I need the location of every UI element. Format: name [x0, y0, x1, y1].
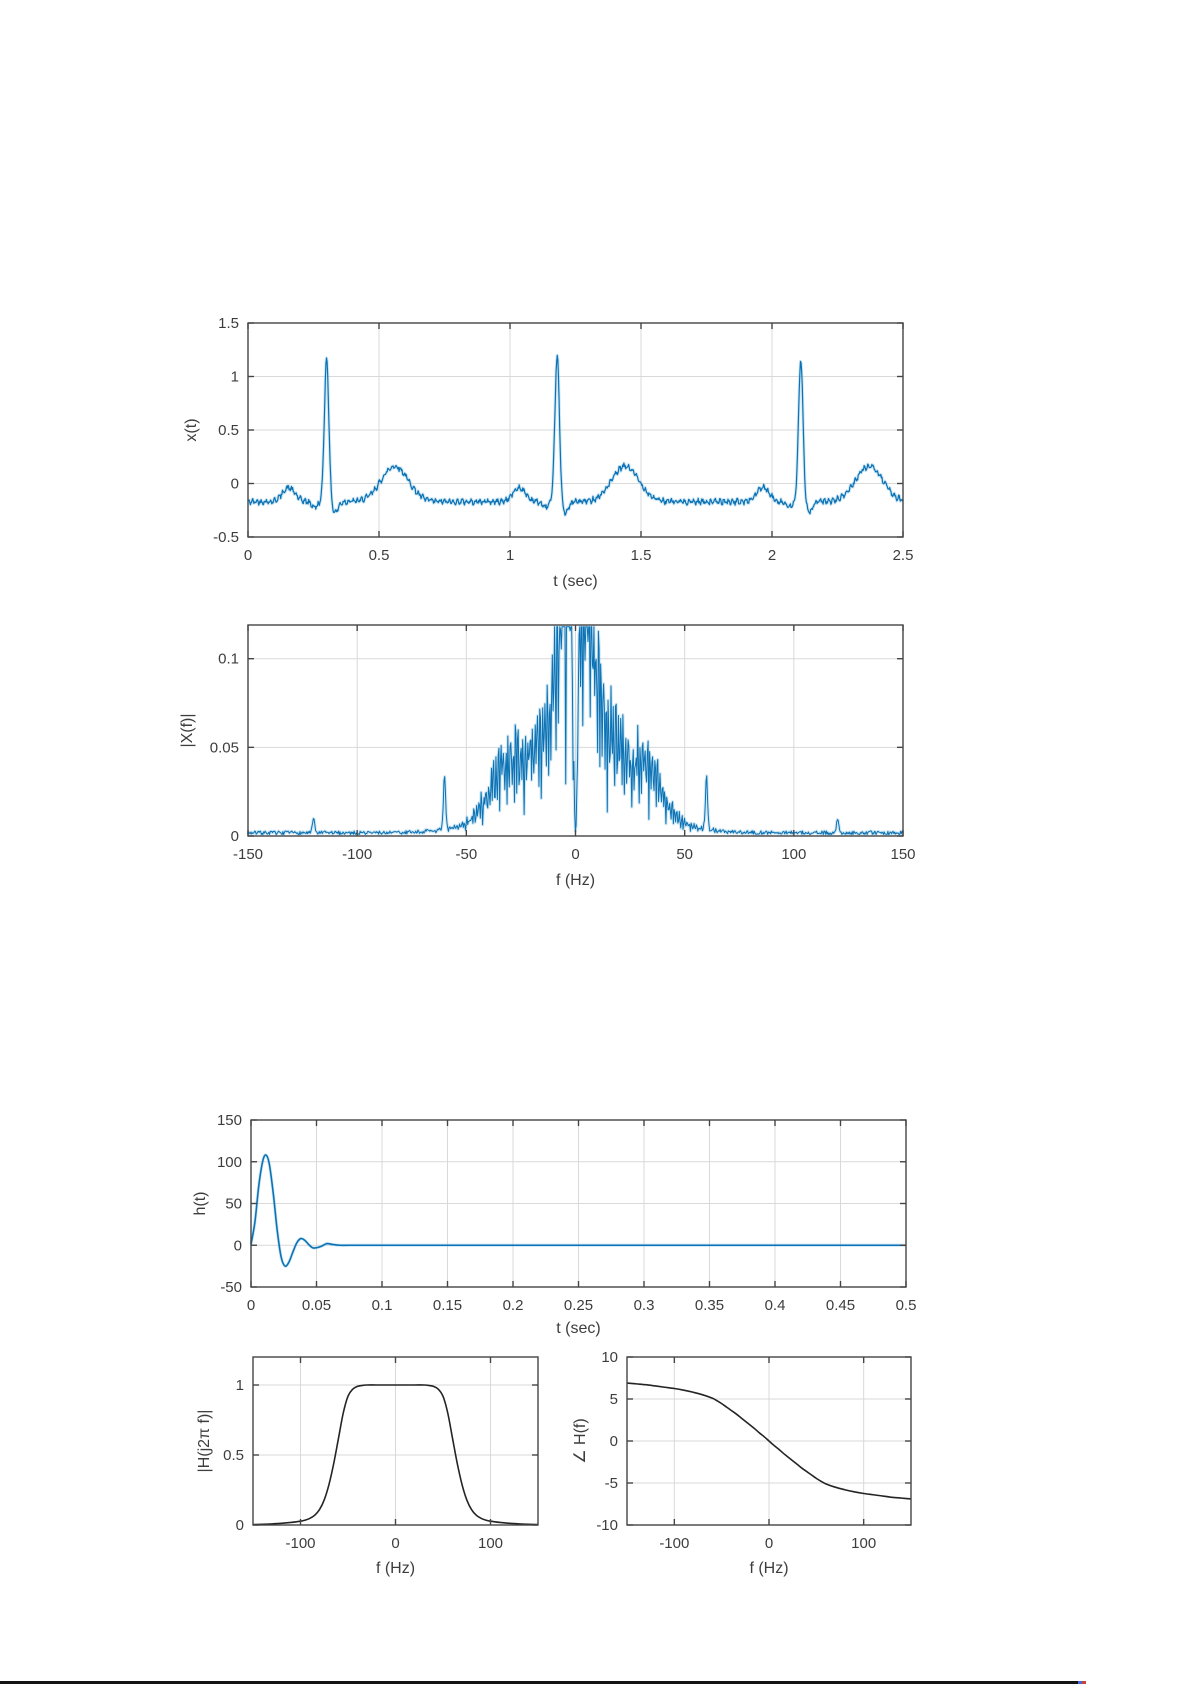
svg-text:0.1: 0.1: [372, 1297, 393, 1314]
h-impulse-xlabel: t (sec): [556, 1320, 600, 1337]
svg-text:0.15: 0.15: [433, 1297, 462, 1314]
x-spectrum-xlabel: f (Hz): [556, 872, 595, 889]
h-impulse-curve: [250, 1154, 906, 1268]
plot-h-phase: -100 0 100 -10 -5 0 5 10 f (Hz) ∠ H(f): [572, 1349, 912, 1577]
svg-text:-10: -10: [596, 1517, 618, 1534]
svg-text:2: 2: [768, 547, 776, 564]
svg-text:-100: -100: [659, 1535, 689, 1552]
svg-text:0.5: 0.5: [369, 547, 390, 564]
svg-text:0.45: 0.45: [826, 1297, 855, 1314]
svg-text:1: 1: [506, 547, 514, 564]
svg-text:0.35: 0.35: [695, 1297, 724, 1314]
h-magnitude-xlabel: f (Hz): [376, 1560, 415, 1577]
svg-text:0: 0: [247, 1297, 255, 1314]
plot-x-spectrum: -150 -100 -50 0 50 100 150 0 0.05 0.1 f (Hz) |X(f)|: [179, 624, 916, 889]
svg-text:5: 5: [610, 1391, 618, 1408]
svg-text:0: 0: [244, 547, 252, 564]
svg-text:1.5: 1.5: [218, 315, 239, 332]
svg-text:-100: -100: [342, 846, 372, 863]
svg-text:0.05: 0.05: [302, 1297, 331, 1314]
h-magnitude-labels: -100 0 100 0 0.5 1 f (Hz) |H(j2π f)|: [196, 1377, 503, 1577]
svg-text:0: 0: [236, 1517, 244, 1534]
svg-text:-50: -50: [455, 846, 477, 863]
x-time-axes: [247, 322, 904, 538]
svg-text:1.5: 1.5: [631, 547, 652, 564]
x-time-labels: 0 0.5 1 1.5 2 2.5 -0.5 0 0.5 1 1.5 t (sec) x(t): [183, 315, 913, 590]
svg-text:2.5: 2.5: [893, 547, 914, 564]
h-phase-curve: [626, 1382, 912, 1500]
svg-text:0.3: 0.3: [634, 1297, 655, 1314]
svg-text:10: 10: [601, 1349, 618, 1366]
svg-text:1: 1: [231, 369, 239, 386]
x-time-curve-halo: [246, 353, 905, 517]
svg-text:-5: -5: [605, 1475, 618, 1492]
svg-text:150: 150: [890, 846, 915, 863]
h-impulse-axes: [250, 1119, 907, 1288]
svg-text:0: 0: [765, 1535, 773, 1552]
h-impulse-ylabel: h(t): [192, 1192, 209, 1216]
svg-text:50: 50: [676, 846, 693, 863]
x-time-grid: [248, 323, 903, 537]
svg-text:0.5: 0.5: [223, 1447, 244, 1464]
svg-text:0: 0: [234, 1237, 242, 1254]
svg-text:100: 100: [478, 1535, 503, 1552]
h-magnitude-ylabel: |H(j2π f)|: [196, 1410, 213, 1473]
svg-text:0.05: 0.05: [210, 739, 239, 756]
svg-text:0.5: 0.5: [218, 422, 239, 439]
x-time-ylabel: x(t): [183, 418, 200, 441]
x-spectrum-axes: [247, 624, 904, 837]
x-spectrum-ylabel: |X(f)|: [179, 713, 196, 747]
h-magnitude-axes: [252, 1356, 539, 1526]
svg-text:-50: -50: [220, 1279, 242, 1296]
svg-text:100: 100: [781, 846, 806, 863]
h-impulse-grid: [251, 1120, 906, 1287]
h-phase-labels: -100 0 100 -10 -5 0 5 10 f (Hz) ∠ H(f): [572, 1349, 876, 1577]
h-phase-xlabel: f (Hz): [749, 1560, 788, 1577]
x-time-curve: [247, 354, 904, 516]
svg-text:-0.5: -0.5: [213, 529, 239, 546]
svg-text:0: 0: [231, 828, 239, 845]
plot-h-magnitude: -100 0 100 0 0.5 1 f (Hz) |H(j2π f)|: [196, 1356, 539, 1577]
plot-h-impulse: 0 0.05 0.1 0.15 0.2 0.25 0.3 0.35 0.4 0.45 0.5 -50 0…: [192, 1112, 916, 1337]
svg-text:0.1: 0.1: [218, 651, 239, 668]
h-magnitude-curve: [252, 1384, 539, 1526]
svg-text:1: 1: [236, 1377, 244, 1394]
svg-text:150: 150: [217, 1112, 242, 1129]
h-phase-ylabel: ∠ H(f): [572, 1418, 589, 1463]
plot-x-time: 0 0.5 1 1.5 2 2.5 -0.5 0 0.5 1 1.5 t (sec) x(t): [183, 315, 913, 590]
svg-text:0: 0: [231, 476, 239, 493]
svg-text:-100: -100: [285, 1535, 315, 1552]
svg-text:0.5: 0.5: [896, 1297, 917, 1314]
svg-text:100: 100: [217, 1154, 242, 1171]
svg-text:0: 0: [571, 846, 579, 863]
svg-text:0: 0: [391, 1535, 399, 1552]
page-footer-rule: [0, 1681, 1078, 1684]
svg-text:100: 100: [851, 1535, 876, 1552]
x-spectrum-labels: -150 -100 -50 0 50 100 150 0 0.05 0.1 f (Hz) |X(f)|: [179, 651, 916, 889]
svg-text:0.25: 0.25: [564, 1297, 593, 1314]
h-phase-axes: [626, 1356, 912, 1526]
h-impulse-labels: 0 0.05 0.1 0.15 0.2 0.25 0.3 0.35 0.4 0.45 0.5 -50 0…: [192, 1112, 916, 1337]
svg-text:50: 50: [225, 1196, 242, 1213]
svg-text:-150: -150: [233, 846, 263, 863]
h-magnitude-grid: [253, 1357, 538, 1525]
x-time-xlabel: t (sec): [553, 573, 597, 590]
footer-artifact-dot: [1078, 1681, 1086, 1684]
svg-text:0.2: 0.2: [503, 1297, 524, 1314]
x-spectrum-grid: [248, 625, 903, 836]
svg-text:0: 0: [610, 1433, 618, 1450]
svg-text:0.4: 0.4: [765, 1297, 786, 1314]
